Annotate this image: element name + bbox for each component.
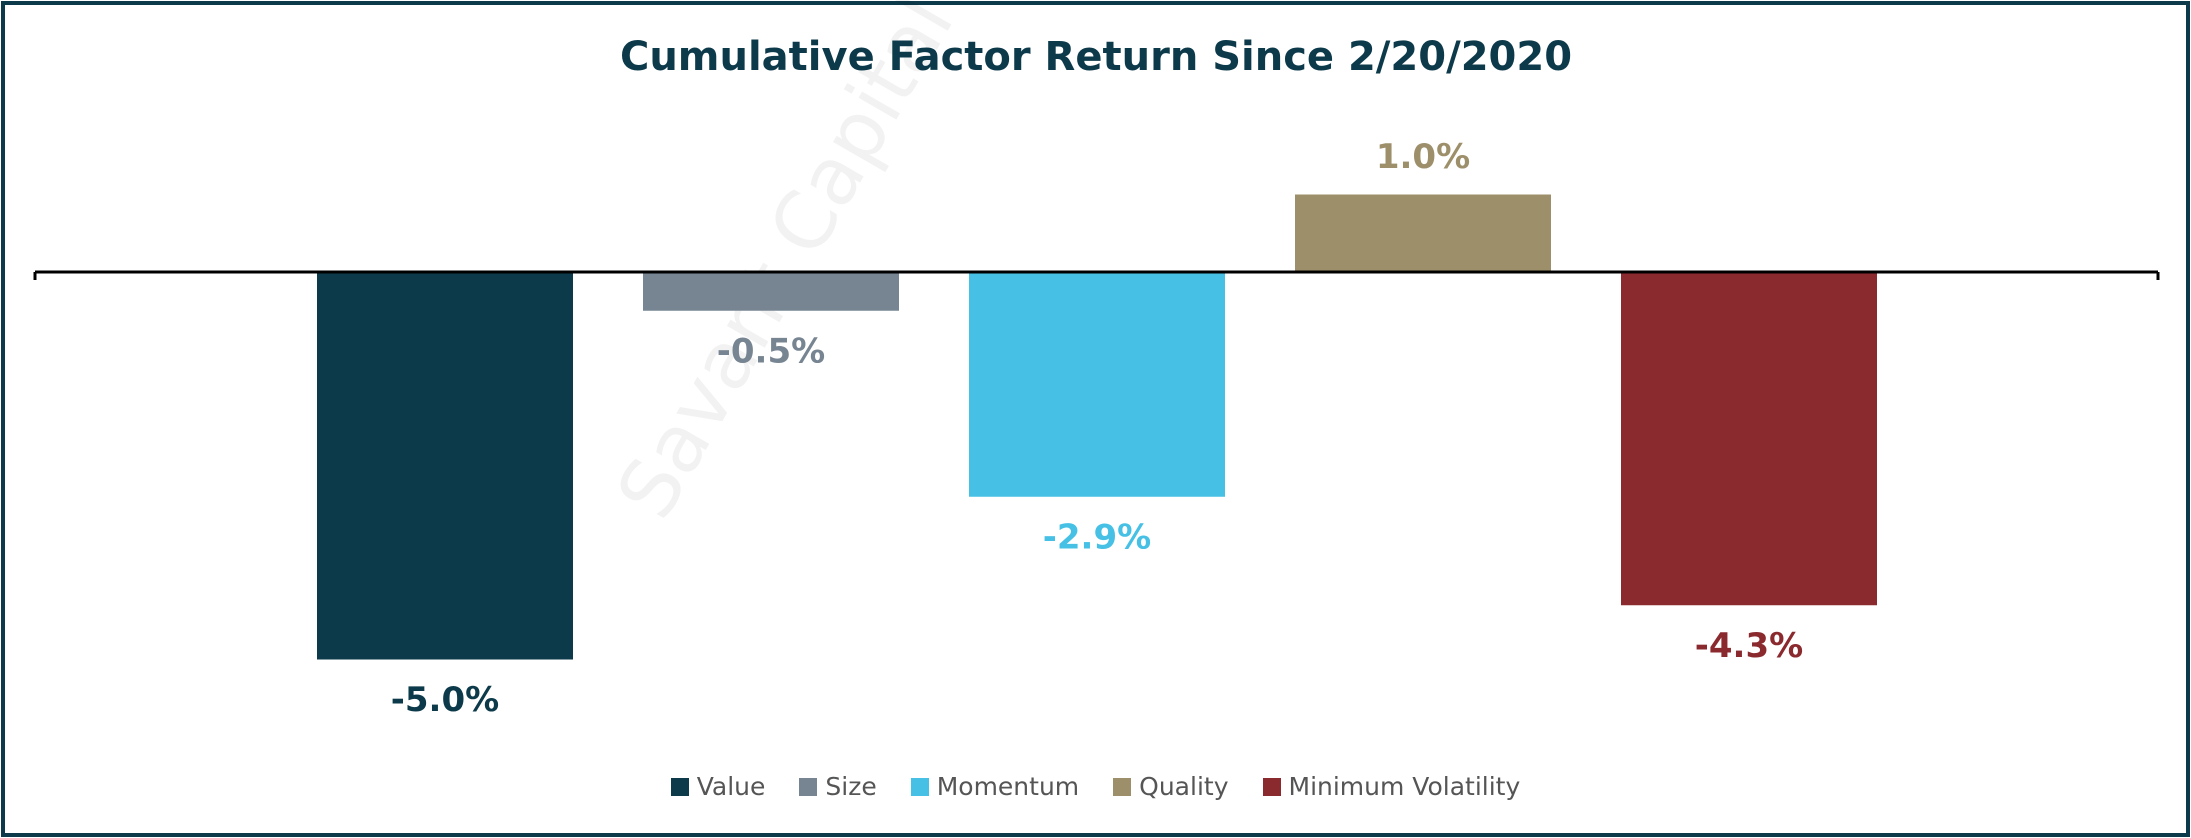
legend-label: Value xyxy=(696,772,766,801)
legend-label: Quality xyxy=(1139,772,1229,801)
legend-swatch xyxy=(1113,777,1132,796)
legend: Value Size Momentum Quality Minimum Volatili… xyxy=(0,772,2191,801)
bar xyxy=(643,272,899,311)
chart-title: Cumulative Factor Return Since 2/20/2020 xyxy=(620,34,1572,80)
legend-item: Momentum xyxy=(910,772,1080,801)
legend-item: Size xyxy=(799,772,877,801)
data-label: 1.0% xyxy=(1376,137,1470,177)
bar xyxy=(1295,194,1551,272)
bar xyxy=(969,272,1225,497)
legend-label: Size xyxy=(825,772,877,801)
watermark: Savant Capital xyxy=(599,0,972,533)
bar xyxy=(1621,272,1877,606)
legend-item: Minimum Volatility xyxy=(1262,772,1521,801)
legend-swatch xyxy=(910,777,929,796)
legend-label: Momentum xyxy=(936,772,1080,801)
data-label: -5.0% xyxy=(391,680,499,720)
legend-swatch xyxy=(799,777,818,796)
data-label: -0.5% xyxy=(717,331,825,371)
legend-item: Quality xyxy=(1113,772,1229,801)
data-label: -4.3% xyxy=(1695,626,1803,666)
data-label: -2.9% xyxy=(1043,517,1151,557)
legend-swatch xyxy=(670,777,689,796)
legend-item: Value xyxy=(670,772,766,801)
legend-swatch xyxy=(1262,777,1281,796)
bar xyxy=(317,272,573,660)
legend-label: Minimum Volatility xyxy=(1288,772,1521,801)
